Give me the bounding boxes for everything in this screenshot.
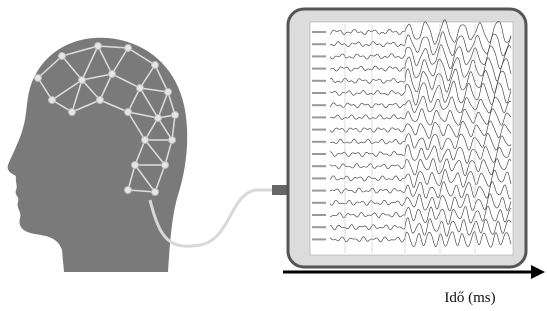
electrode xyxy=(35,75,42,82)
electrode xyxy=(125,187,132,194)
channel-label xyxy=(312,141,326,143)
electrode xyxy=(152,62,159,69)
channel-label xyxy=(312,226,326,228)
channel-label xyxy=(312,177,326,179)
electrode xyxy=(95,43,102,50)
channel-label xyxy=(312,55,326,57)
channel-label xyxy=(312,104,326,106)
electrode xyxy=(49,97,56,104)
electrode xyxy=(152,189,159,196)
electrode xyxy=(125,45,132,52)
channel-label xyxy=(312,116,326,118)
electrode xyxy=(165,89,172,96)
channel-label xyxy=(312,238,326,240)
channel-label xyxy=(312,214,326,216)
channel-label xyxy=(312,129,326,131)
time-arrow-head xyxy=(531,265,545,279)
electrode xyxy=(79,77,86,84)
eeg-diagram: Idő (ms) xyxy=(0,0,547,311)
channel-label xyxy=(312,68,326,70)
time-axis-label: Idő (ms) xyxy=(444,290,495,306)
channel-label xyxy=(312,153,326,155)
electrode xyxy=(132,162,139,169)
electrode xyxy=(142,137,149,144)
electrode xyxy=(69,109,76,116)
channel-label xyxy=(312,202,326,204)
channel-label xyxy=(312,165,326,167)
channel-label xyxy=(312,190,326,192)
electrode xyxy=(172,112,179,119)
head-silhouette xyxy=(8,38,188,272)
electrode xyxy=(137,85,144,92)
channel-label xyxy=(312,43,326,45)
monitor-screen xyxy=(310,22,513,255)
electrode xyxy=(109,71,116,78)
channel-label xyxy=(312,92,326,94)
electrode xyxy=(97,97,104,104)
electrode xyxy=(59,53,66,60)
electrode xyxy=(125,109,132,116)
connector xyxy=(272,185,288,195)
channel-label xyxy=(312,80,326,82)
channel-label xyxy=(312,31,326,33)
electrode xyxy=(169,137,176,144)
electrode xyxy=(155,115,162,122)
electrode xyxy=(162,162,169,169)
